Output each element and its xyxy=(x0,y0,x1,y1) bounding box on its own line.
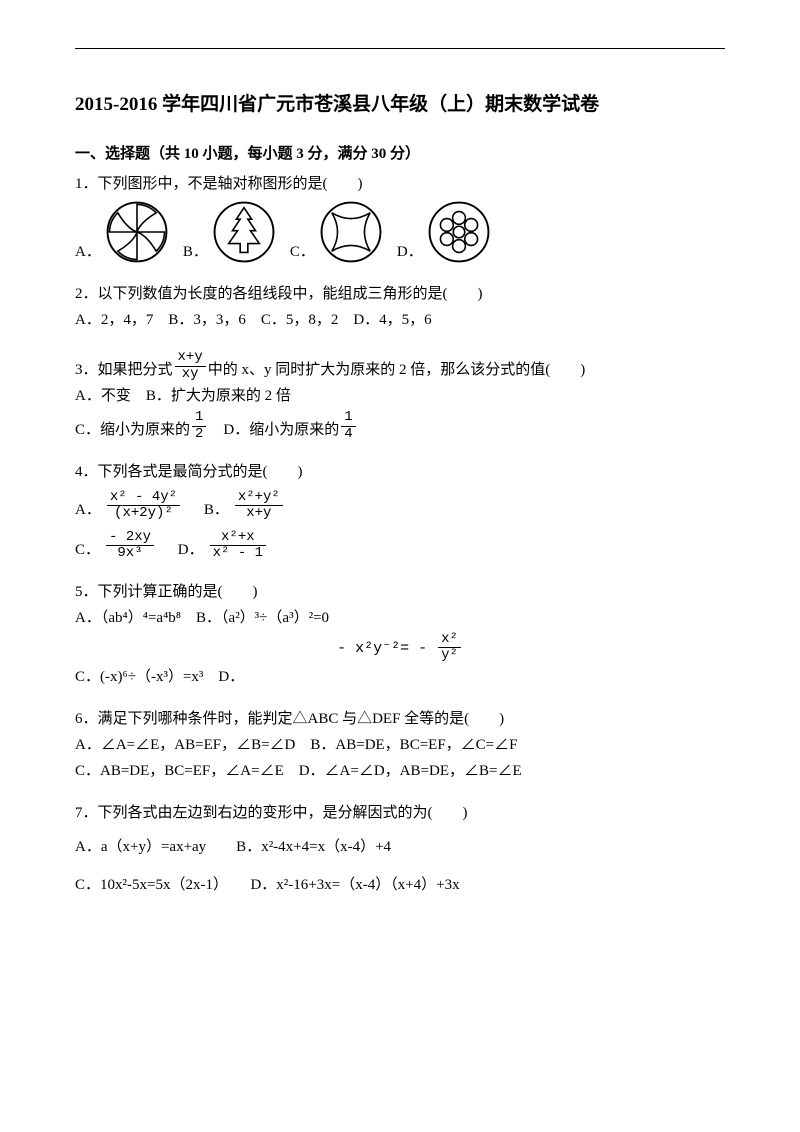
q3-c-num: 1 xyxy=(192,410,206,426)
q5-opts-ab: A．（ab⁴）⁴=a⁴b⁸ B．（a²）³÷（a³）²=0 xyxy=(75,606,725,630)
section-heading: 一、选择题（共 10 小题，每小题 3 分，满分 30 分） xyxy=(75,142,725,166)
flower-icon xyxy=(427,200,491,264)
question-5: 5．下列计算正确的是( ) A．（ab⁴）⁴=a⁴b⁸ B．（a²）³÷（a³）… xyxy=(75,580,725,690)
q5-opts-cd: C．(-x)⁶÷（-x³）=x³ D． xyxy=(75,665,725,689)
q3-d-den: 4 xyxy=(341,427,355,442)
q4-a-den: (x+2y)² xyxy=(107,506,180,521)
q7-opts-cd: C．10x²-5x=5x（2x-1） D．x²-16+3x=（x-4）（x+4）… xyxy=(75,873,725,897)
q3-frac-num: x+y xyxy=(175,350,206,366)
question-7: 7．下列各式由左边到右边的变形中，是分解因式的为( ) A．a（x+y）=ax+… xyxy=(75,801,725,897)
q1-opt-d-label: D． xyxy=(397,240,423,264)
q2-stem: 2．以下列数值为长度的各组线段中，能组成三角形的是( ) xyxy=(75,282,725,306)
q4-b-num: x²+y² xyxy=(235,490,283,506)
q3-opt-d-label: D．缩小为原来的 xyxy=(208,418,339,442)
q3-stem-a: 3．如果把分式 xyxy=(75,358,173,382)
q6-opts-cd: C．AB=DE，BC=EF，∠A=∠E D．∠A=∠D，AB=DE，∠B=∠E xyxy=(75,759,725,783)
q3-d-fraction: 1 4 xyxy=(341,410,355,442)
q5-eq-left: - x²y⁻²= - xyxy=(337,639,427,656)
q4-b-den: x+y xyxy=(235,506,283,521)
q5-eq-num: x² xyxy=(438,632,461,648)
q3-opts-ab: A．不变 B．扩大为原来的 2 倍 xyxy=(75,384,725,408)
q7-stem: 7．下列各式由左边到右边的变形中，是分解因式的为( ) xyxy=(75,801,725,825)
q3-opt-c-label: C．缩小为原来的 xyxy=(75,418,190,442)
q4-b-label: B． xyxy=(204,498,229,522)
q4-d-den: x² - 1 xyxy=(210,546,266,561)
question-6: 6．满足下列哪种条件时，能判定△ABC 与△DEF 全等的是( ) A．∠A=∠… xyxy=(75,707,725,783)
q4-c-fraction: - 2xy 9x³ xyxy=(106,530,154,562)
q4-d-label: D． xyxy=(178,538,204,562)
q5-stem: 5．下列计算正确的是( ) xyxy=(75,580,725,604)
q3-c-fraction: 1 2 xyxy=(192,410,206,442)
q6-stem: 6．满足下列哪种条件时，能判定△ABC 与△DEF 全等的是( ) xyxy=(75,707,725,731)
page-title: 2015-2016 学年四川省广元市苍溪县八年级（上）期末数学试卷 xyxy=(75,90,725,120)
pinwheel-icon xyxy=(105,200,169,264)
question-2: 2．以下列数值为长度的各组线段中，能组成三角形的是( ) A．2，4，7 B．3… xyxy=(75,282,725,332)
q3-fraction: x+y xy xyxy=(175,350,206,382)
q1-opt-c-label: C． xyxy=(290,240,315,264)
q3-c-den: 2 xyxy=(192,427,206,442)
q7-opts-ab: A．a（x+y）=ax+ay B．x²-4x+4=x（x-4）+4 xyxy=(75,835,725,859)
tree-icon xyxy=(212,200,276,264)
concave-square-icon xyxy=(319,200,383,264)
q4-stem: 4．下列各式是最简分式的是( ) xyxy=(75,460,725,484)
q4-a-label: A． xyxy=(75,498,101,522)
q3-stem-b: 中的 x、y 同时扩大为原来的 2 倍，那么该分式的值( ) xyxy=(208,358,586,382)
question-3: 3．如果把分式 x+y xy 中的 x、y 同时扩大为原来的 2 倍，那么该分式… xyxy=(75,350,725,442)
q4-d-fraction: x²+x x² - 1 xyxy=(210,530,266,562)
q1-opt-a-label: A． xyxy=(75,240,101,264)
q1-stem: 1．下列图形中，不是轴对称图形的是( ) xyxy=(75,172,725,196)
q4-a-fraction: x² - 4y² (x+2y)² xyxy=(107,490,180,522)
q1-opt-b-label: B． xyxy=(183,240,208,264)
q4-c-label: C． xyxy=(75,538,100,562)
question-4: 4．下列各式是最简分式的是( ) A． x² - 4y² (x+2y)² B． … xyxy=(75,460,725,562)
q6-opts-ab: A．∠A=∠E，AB=EF，∠B=∠D B．AB=DE，BC=EF，∠C=∠F xyxy=(75,733,725,757)
question-1: 1．下列图形中，不是轴对称图形的是( ) A． B． C． xyxy=(75,172,725,264)
q3-d-num: 1 xyxy=(341,410,355,426)
q4-c-num: - 2xy xyxy=(106,530,154,546)
q4-c-den: 9x³ xyxy=(106,546,154,561)
q4-a-num: x² - 4y² xyxy=(107,490,180,506)
q3-frac-den: xy xyxy=(175,367,206,382)
q4-b-fraction: x²+y² x+y xyxy=(235,490,283,522)
q2-options: A．2，4，7 B．3，3，6 C．5，8，2 D．4，5，6 xyxy=(75,308,725,332)
q5-eq-den: y² xyxy=(438,648,461,663)
q4-d-num: x²+x xyxy=(210,530,266,546)
q5-d-equation: - x²y⁻²= - x² y² xyxy=(75,632,725,664)
